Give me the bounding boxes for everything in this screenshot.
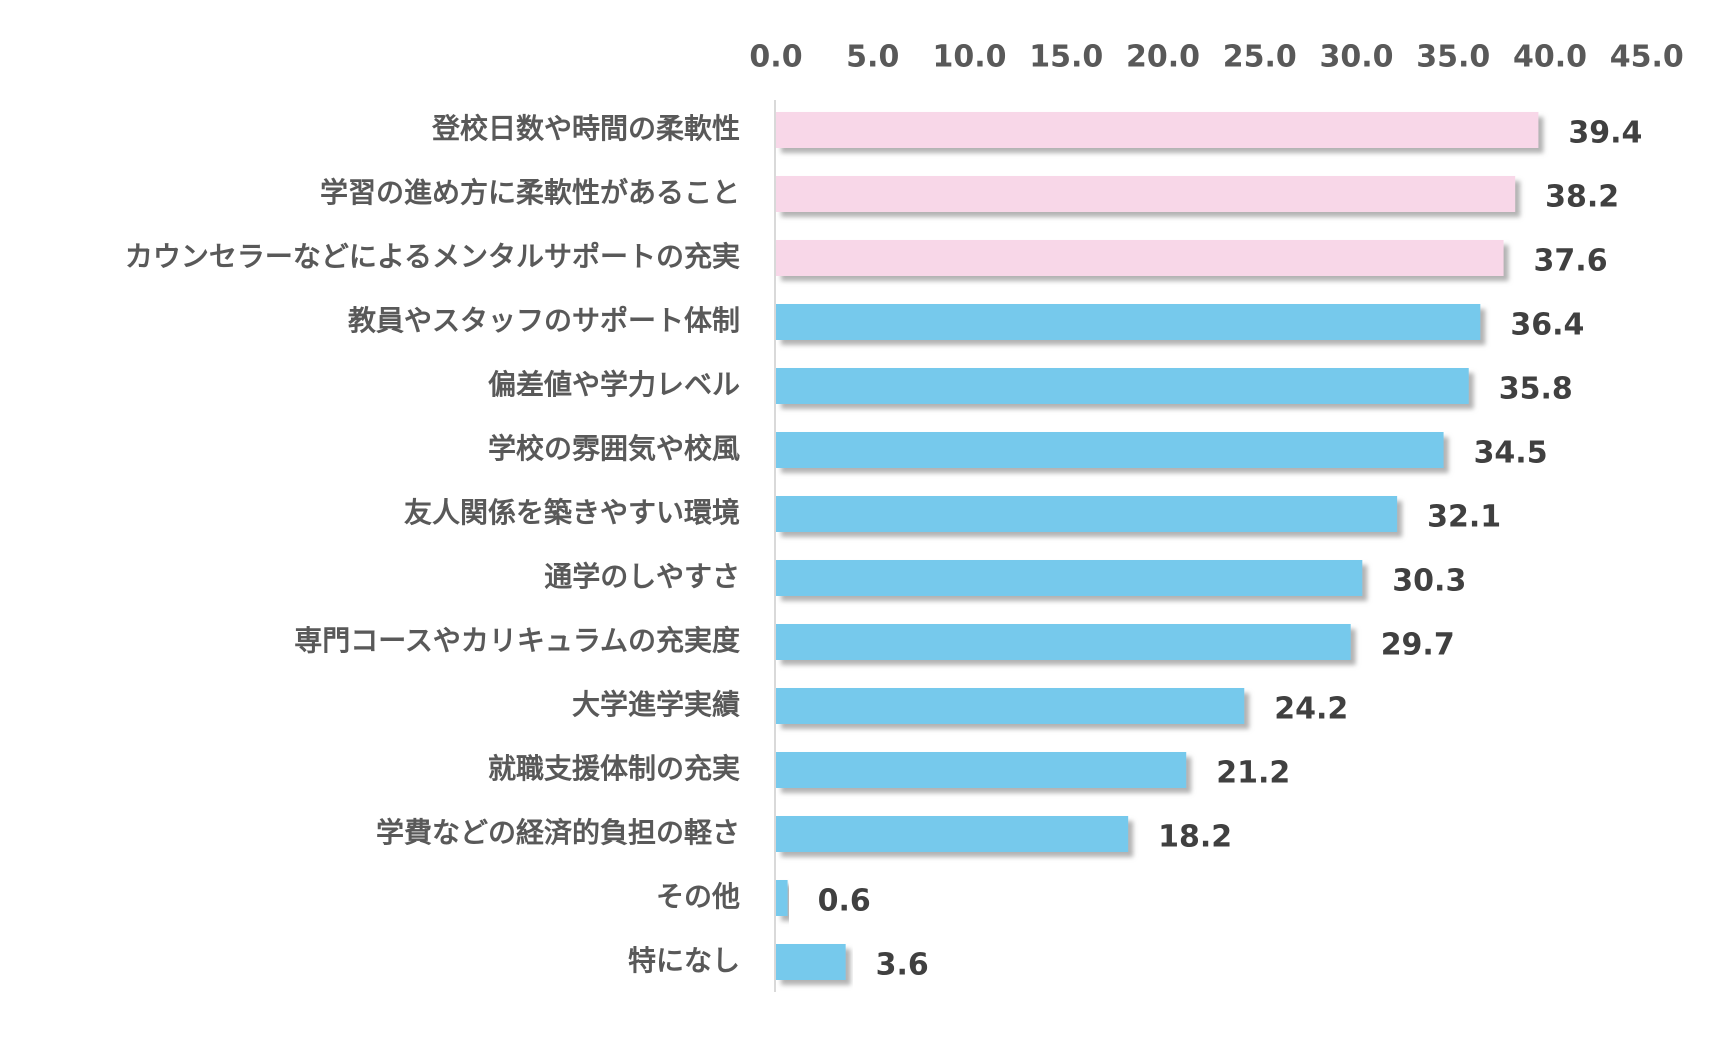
x-tick-label: 10.0 (932, 40, 1006, 75)
value-label: 3.6 (876, 948, 929, 983)
value-label: 38.2 (1545, 180, 1619, 215)
value-label: 35.8 (1499, 372, 1573, 407)
value-label: 37.6 (1534, 244, 1608, 279)
value-label: 0.6 (818, 884, 871, 919)
bar (776, 816, 1129, 852)
value-label: 36.4 (1510, 308, 1584, 343)
bar (776, 624, 1351, 660)
x-tick-label: 25.0 (1223, 40, 1297, 75)
category-label: 通学のしやすさ (544, 560, 740, 593)
category-label: 偏差値や学力レベル (488, 368, 740, 401)
value-label: 32.1 (1427, 500, 1501, 535)
x-tick-label: 45.0 (1610, 40, 1684, 75)
bar (776, 176, 1516, 212)
category-label: 専門コースやカリキュラムの充実度 (294, 624, 740, 657)
bar (776, 560, 1363, 596)
value-label: 39.4 (1568, 116, 1642, 151)
bar (776, 304, 1481, 340)
category-label: 大学進学実績 (572, 688, 740, 721)
x-tick-label: 30.0 (1319, 40, 1393, 75)
bar (776, 496, 1398, 532)
value-label: 18.2 (1158, 820, 1232, 855)
category-label: 学習の進め方に柔軟性があること (320, 176, 740, 209)
category-label: 登校日数や時間の柔軟性 (431, 112, 740, 145)
value-label: 34.5 (1474, 436, 1548, 471)
x-tick-label: 20.0 (1126, 40, 1200, 75)
category-label: 学費などの経済的負担の軽さ (376, 816, 740, 849)
category-label: 就職支援体制の充実 (488, 752, 740, 785)
x-tick-label: 40.0 (1513, 40, 1587, 75)
bars (776, 112, 1539, 980)
bar (776, 112, 1539, 148)
x-tick-label: 35.0 (1416, 40, 1490, 75)
bar (776, 368, 1469, 404)
bar (776, 752, 1187, 788)
value-label: 24.2 (1274, 692, 1348, 727)
x-tick-label: 5.0 (846, 40, 899, 75)
category-label: 特になし (628, 944, 740, 977)
value-label: 29.7 (1381, 628, 1455, 663)
x-tick-label: 15.0 (1029, 40, 1103, 75)
bar (776, 880, 788, 916)
bar (776, 432, 1444, 468)
category-labels: 登校日数や時間の柔軟性学習の進め方に柔軟性があることカウンセラーなどによるメンタ… (125, 112, 740, 977)
bar (776, 240, 1504, 276)
category-label: カウンセラーなどによるメンタルサポートの充実 (125, 240, 740, 273)
category-label: 友人関係を築きやすい環境 (404, 496, 740, 529)
bar (776, 688, 1245, 724)
category-label: 教員やスタッフのサポート体制 (348, 304, 740, 337)
x-tick-label: 0.0 (749, 40, 802, 75)
category-label: その他 (656, 880, 740, 913)
value-labels: 39.4 38.2 37.6 36.4 35.8 34.5 32.1 30.3 29.7 24.2… (818, 116, 1643, 983)
x-axis-tick-labels: 0.0 5.0 10.0 15.0 20.0 25.0 30.0 35.0 40.0 45.0 (749, 40, 1683, 75)
value-label: 30.3 (1392, 564, 1466, 599)
bar (776, 944, 846, 980)
category-label: 学校の雰囲気や校風 (488, 432, 740, 465)
value-label: 21.2 (1216, 756, 1290, 791)
